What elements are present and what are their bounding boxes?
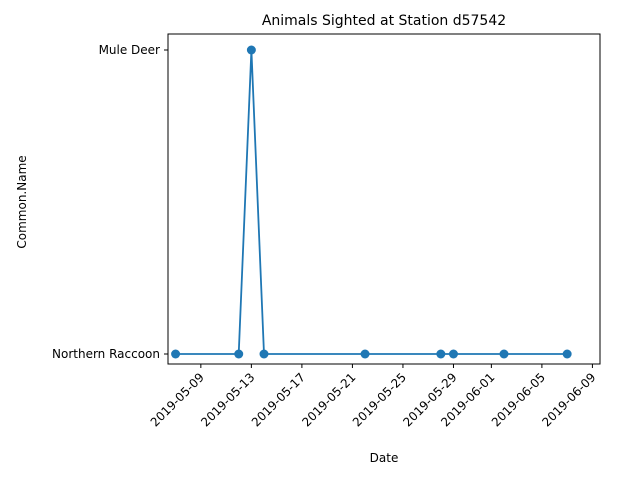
data-point [246, 45, 256, 55]
data-point [562, 349, 572, 359]
y-tick-label: Mule Deer [99, 43, 160, 57]
chart-title: Animals Sighted at Station d57542 [262, 13, 506, 29]
data-point [499, 349, 509, 359]
data-point [436, 349, 446, 359]
data-point [448, 349, 458, 359]
x-axis-label: Date [370, 451, 399, 465]
y-tick-label: Northern Raccoon [52, 347, 160, 361]
data-point [234, 349, 244, 359]
plot-frame [167, 33, 601, 365]
y-axis-label: Common.Name [15, 155, 29, 248]
data-point [259, 349, 269, 359]
x-tick-label: 2019-06-09 [539, 370, 598, 429]
data-point [171, 349, 181, 359]
data-point [360, 349, 370, 359]
series-line [175, 49, 568, 355]
